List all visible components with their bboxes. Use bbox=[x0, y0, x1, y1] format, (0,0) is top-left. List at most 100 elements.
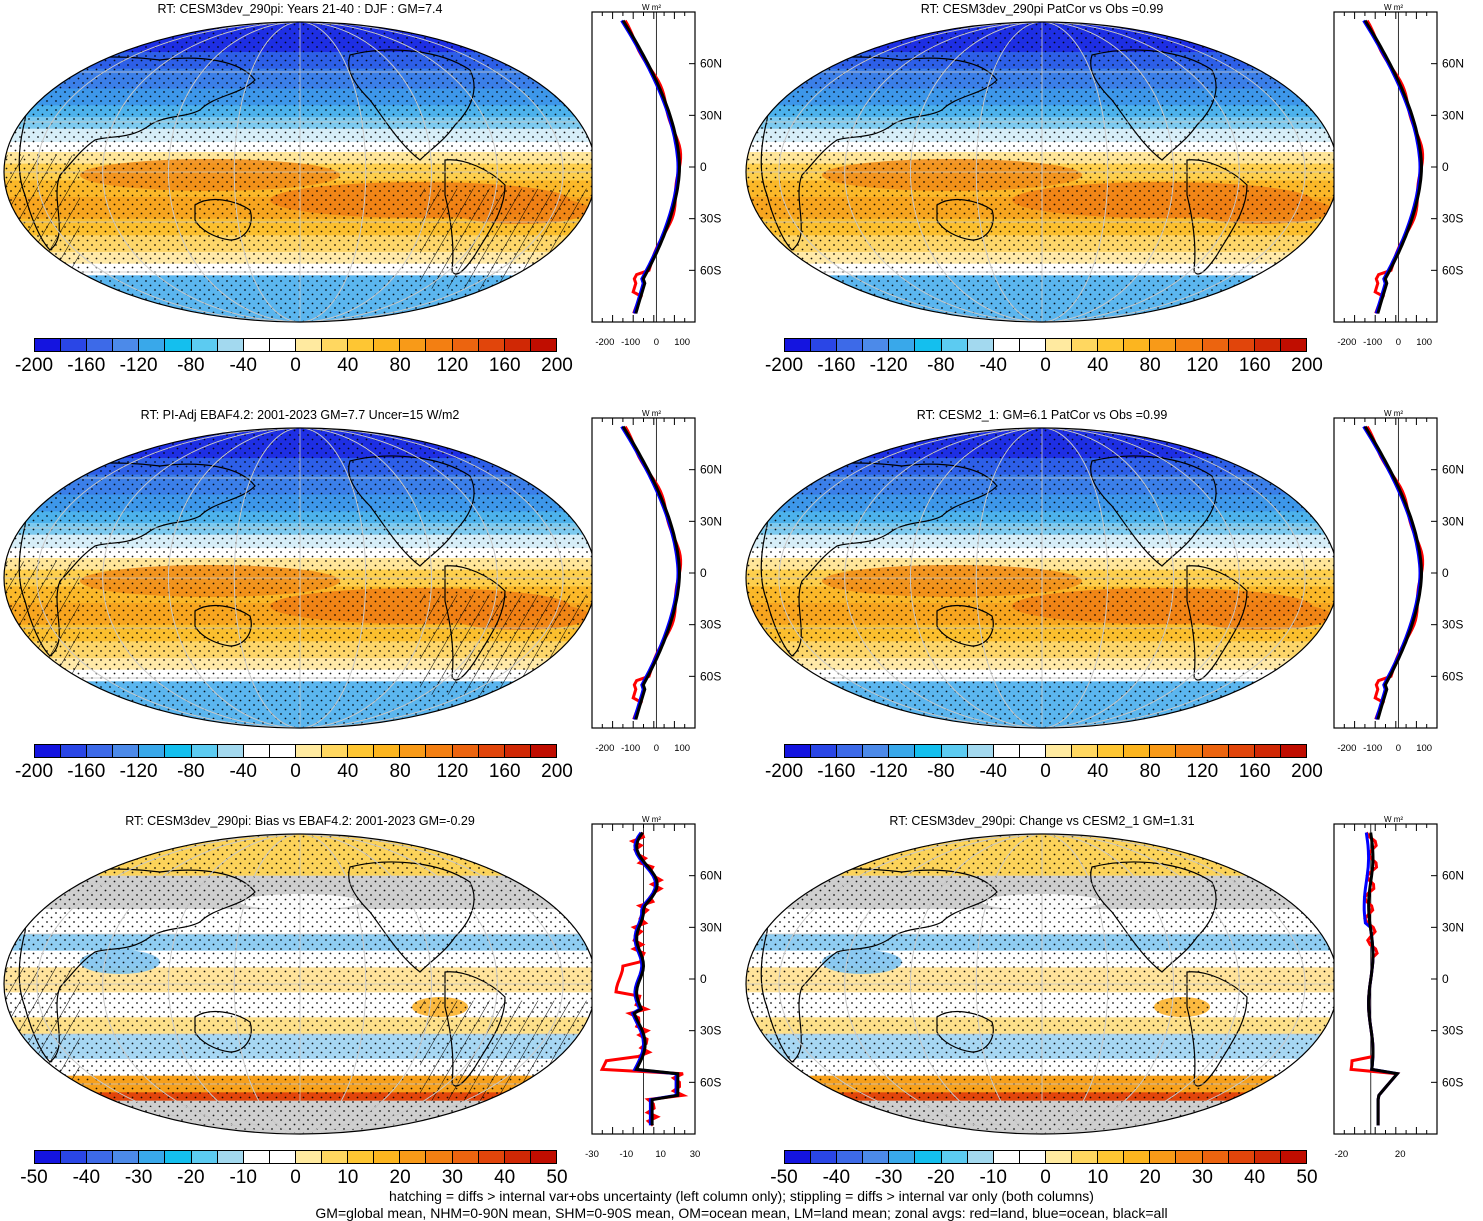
colorbar-swatch bbox=[61, 1151, 88, 1163]
lat-label: 30N bbox=[1442, 920, 1464, 934]
colorbar-swatch bbox=[269, 745, 296, 757]
colorbar-tick-label: 40 bbox=[337, 355, 359, 376]
lat-label: 30S bbox=[700, 618, 721, 632]
colorbar-swatch bbox=[348, 1151, 375, 1163]
colorbar-swatch bbox=[87, 745, 114, 757]
lat-label: 30N bbox=[1442, 514, 1464, 528]
colorbar-swatch bbox=[139, 745, 166, 757]
zonal-line-all bbox=[1363, 19, 1424, 314]
colorbar-swatch bbox=[1202, 1151, 1229, 1163]
zonal-mean-plot: 60N 30N 0 30S 60S W m² -200 -100 0 100 bbox=[591, 409, 722, 754]
colorbar-swatch bbox=[915, 745, 942, 757]
map-title: RT: CESM3dev_290pi: Years 21-40 : DJF : … bbox=[157, 2, 443, 16]
colorbar-swatch bbox=[530, 339, 556, 351]
colorbar-swatch bbox=[400, 1151, 427, 1163]
colorbar-swatch bbox=[243, 339, 270, 351]
colorbar-tick-label: 200 bbox=[541, 761, 573, 782]
lat-label: 0 bbox=[1442, 972, 1449, 986]
colorbar-swatch bbox=[1098, 1151, 1125, 1163]
colorbar-swatch bbox=[967, 745, 994, 757]
zonal-axis-label: W m² bbox=[642, 815, 661, 824]
colorbar-tick-label: 20 bbox=[389, 1167, 411, 1188]
colorbar-swatch bbox=[837, 339, 864, 351]
robinson-map bbox=[3, 833, 597, 1135]
map-title: RT: CESM3dev_290pi: Bias vs EBAF4.2: 200… bbox=[125, 814, 475, 828]
colorbar-tick-label: 40 bbox=[337, 761, 359, 782]
colorbar-tick-label: -120 bbox=[869, 761, 908, 782]
coastline bbox=[479, 435, 513, 464]
colorbar-swatch bbox=[1124, 1151, 1151, 1163]
colorbar-tick-label: 120 bbox=[1186, 355, 1219, 376]
colorbar-tick-label: -160 bbox=[817, 355, 856, 376]
zonal-tick-label: -10 bbox=[619, 1149, 633, 1160]
zonal-tick-label: -100 bbox=[1363, 337, 1382, 348]
colorbar-swatch bbox=[1228, 1151, 1255, 1163]
colorbar-tick-label: 30 bbox=[441, 1167, 463, 1188]
colorbar-tick-label: 40 bbox=[1087, 355, 1109, 376]
map-title: RT: PI-Adj EBAF4.2: 2001-2023 GM=7.7 Unc… bbox=[140, 408, 460, 422]
zonal-tick-label: 10 bbox=[655, 1149, 666, 1160]
colorbar-swatch bbox=[504, 1151, 531, 1163]
colorbar-swatch bbox=[295, 339, 323, 351]
colorbar-swatch bbox=[941, 339, 968, 351]
lat-label: 30N bbox=[700, 514, 722, 528]
robinson-map bbox=[745, 427, 1339, 729]
lat-label: 60S bbox=[700, 669, 721, 683]
colorbar-swatch bbox=[1254, 745, 1281, 757]
lat-label: 0 bbox=[700, 160, 707, 174]
colorbar-swatch bbox=[374, 339, 401, 351]
colorbar-swatch bbox=[1124, 745, 1151, 757]
lat-label: 30S bbox=[1442, 212, 1463, 226]
colorbar-swatch bbox=[217, 339, 244, 351]
colorbar-tick-label: -160 bbox=[67, 761, 106, 782]
coastline bbox=[1221, 841, 1255, 870]
colorbar-swatch bbox=[1202, 745, 1229, 757]
colorbar-swatch bbox=[139, 339, 166, 351]
colorbar-swatch bbox=[785, 745, 812, 757]
colorbar bbox=[784, 1150, 1307, 1164]
zonal-tick-label: 100 bbox=[1416, 337, 1432, 348]
colorbar-swatch bbox=[295, 1151, 323, 1163]
colorbar-swatch bbox=[426, 339, 453, 351]
colorbar-swatch bbox=[1176, 745, 1203, 757]
colorbar-tick-label: -80 bbox=[927, 355, 955, 376]
colorbar-swatch bbox=[1098, 745, 1125, 757]
colorbar-swatch bbox=[1280, 745, 1306, 757]
colorbar-swatch bbox=[785, 1151, 812, 1163]
colorbar-tick-label: 200 bbox=[541, 355, 573, 376]
zonal-line-all bbox=[1363, 425, 1424, 720]
colorbar-swatch bbox=[269, 339, 296, 351]
colorbar-tick-label: 80 bbox=[389, 355, 411, 376]
colorbar-tick-label: 40 bbox=[1244, 1167, 1266, 1188]
colorbar-tick-label: 80 bbox=[389, 761, 411, 782]
map-title: RT: CESM2_1: GM=6.1 PatCor vs Obs =0.99 bbox=[916, 408, 1168, 422]
colorbar-swatch bbox=[322, 339, 349, 351]
colorbar-swatch bbox=[941, 745, 968, 757]
zonal-axis-label: W m² bbox=[1384, 409, 1403, 418]
robinson-map bbox=[745, 833, 1339, 1135]
lat-label: 30S bbox=[700, 1024, 721, 1038]
lat-label: 60N bbox=[1442, 57, 1464, 71]
robinson-map bbox=[745, 21, 1339, 323]
hatching bbox=[4, 967, 80, 1084]
colorbar-swatch bbox=[61, 745, 88, 757]
lat-label: 30N bbox=[1442, 108, 1464, 122]
zonal-tick-label: -30 bbox=[585, 1149, 599, 1160]
colorbar-swatch bbox=[35, 1151, 62, 1163]
colorbar-swatch bbox=[1072, 339, 1099, 351]
colorbar-swatch bbox=[165, 1151, 192, 1163]
colorbar-swatch bbox=[915, 339, 942, 351]
coastline bbox=[479, 841, 513, 870]
colorbar-swatch bbox=[113, 339, 140, 351]
lat-label: 60S bbox=[1442, 263, 1463, 277]
colorbar-swatch bbox=[1045, 1151, 1073, 1163]
robinson-map bbox=[3, 21, 597, 323]
zonal-tick-label: -100 bbox=[621, 337, 640, 348]
panel-p6: RT: CESM3dev_290pi: Change vs CESM2_1 GM… bbox=[742, 812, 1483, 1217]
colorbar-swatch bbox=[113, 1151, 140, 1163]
colorbar-swatch bbox=[478, 339, 505, 351]
colorbar-swatch bbox=[993, 1151, 1020, 1163]
colorbar-tick-label: -10 bbox=[229, 1167, 257, 1188]
colorbar-tick-label: 0 bbox=[1040, 355, 1051, 376]
zonal-tick-label: -200 bbox=[595, 337, 614, 348]
